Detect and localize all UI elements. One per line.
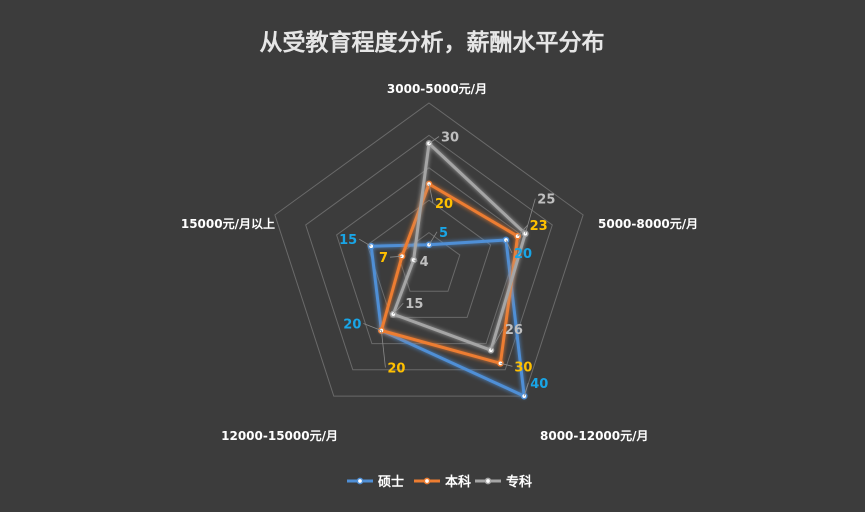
data-label-2-4: 4 <box>420 255 429 270</box>
data-label-2-1: 25 <box>537 193 555 208</box>
leader-line-0-1 <box>505 239 513 254</box>
leader-line-2-1 <box>524 198 536 234</box>
chart-title: 从受教育程度分析，薪酬水平分布 <box>260 29 605 56</box>
series-line-0 <box>369 238 526 398</box>
leader-line-0-4 <box>358 238 372 247</box>
data-label-1-3: 20 <box>387 362 405 377</box>
data-label-1-4: 7 <box>379 251 388 266</box>
leader-line-1-1 <box>517 224 528 237</box>
legend-marker-1 <box>423 477 431 485</box>
data-label-1-0: 20 <box>435 197 453 212</box>
axis-label-4: 15000元/月以上 <box>181 216 275 231</box>
leader-line-2-0 <box>428 136 440 144</box>
grid-ring-5 <box>274 102 584 397</box>
leader-line-1-4 <box>389 255 403 258</box>
data-label-0-0: 5 <box>439 226 448 241</box>
data-label-0-3: 20 <box>343 318 361 333</box>
data-label-0-1: 20 <box>514 247 532 262</box>
legend-marker-0 <box>356 477 364 485</box>
data-label-1-2: 30 <box>514 360 532 375</box>
legend-label-2: 专科 <box>506 474 532 490</box>
legend-label-1: 本科 <box>445 474 471 490</box>
series-line-2 <box>391 142 527 352</box>
legend: 硕士 本科 专科 <box>347 474 532 490</box>
legend-label-0: 硕士 <box>378 474 404 490</box>
leader-line-1-2 <box>500 362 513 367</box>
data-label-1-1: 23 <box>530 219 548 234</box>
axis-label-3: 12000-15000元/月 <box>221 429 338 443</box>
legend-marker-2 <box>484 477 492 485</box>
data-label-2-3: 15 <box>405 297 423 312</box>
leader-line-1-3 <box>381 330 386 368</box>
series-layer <box>367 140 529 400</box>
data-label-2-0: 30 <box>441 131 459 146</box>
leader-line-2-2 <box>490 329 504 351</box>
data-label-0-4: 15 <box>339 233 357 248</box>
data-label-0-2: 40 <box>530 377 548 392</box>
data-label-layer: 5 20 40 20 15 20 23 30 20 7 30 25 26 15 4 <box>339 131 555 397</box>
leader-line-1-0 <box>428 183 434 204</box>
series-line-1 <box>379 182 520 365</box>
leader-line-0-0 <box>428 231 438 246</box>
axis-label-1: 5000-8000元/月 <box>598 217 698 231</box>
leader-line-2-4 <box>413 259 418 262</box>
axis-label-2: 8000-12000元/月 <box>540 429 649 443</box>
grid-ring-2 <box>366 199 492 318</box>
axis-label-0: 3000-5000元/月 <box>387 82 487 96</box>
leader-line-0-3 <box>363 323 382 331</box>
leader-line-2-3 <box>393 302 404 315</box>
data-label-2-2: 26 <box>505 323 523 338</box>
axis-label-layer: 3000-5000元/月 5000-8000元/月 8000-12000元/月 120… <box>181 82 698 443</box>
leader-line-0-2 <box>523 382 529 397</box>
